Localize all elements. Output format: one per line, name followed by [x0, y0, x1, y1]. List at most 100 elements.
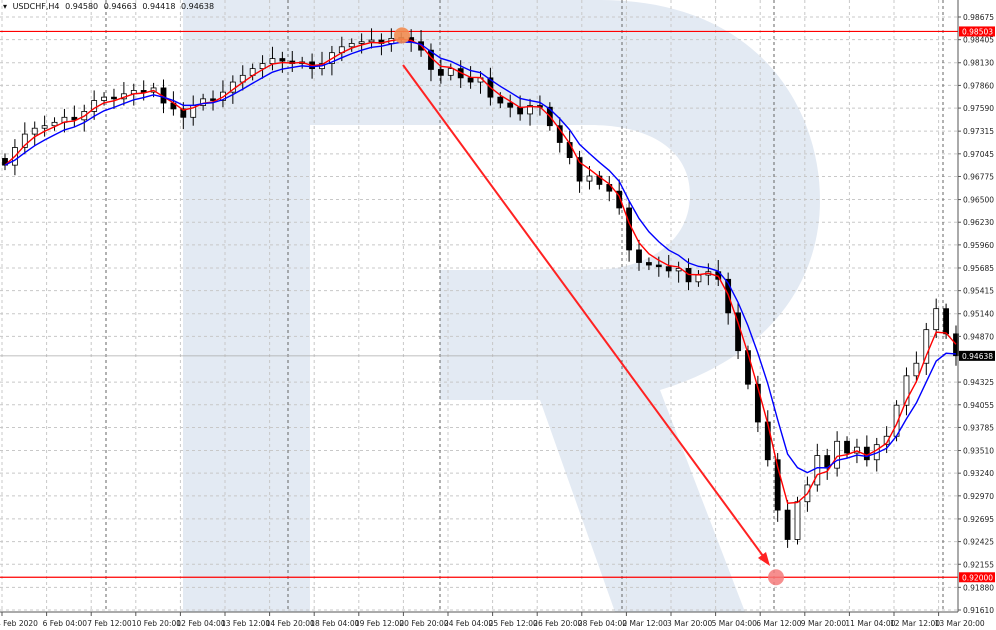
bearish-candle: [636, 249, 642, 263]
y-tick-label: 0.95960: [963, 241, 994, 250]
x-tick-label: 5 Mar 04:00: [712, 619, 758, 628]
bearish-candle: [844, 440, 850, 454]
dropdown-triangle-icon[interactable]: ▾: [3, 2, 8, 11]
y-tick-label: 0.93510: [963, 447, 994, 456]
low-value: 0.94418: [142, 2, 176, 11]
bullish-candle: [91, 100, 98, 112]
bullish-candle: [101, 96, 107, 101]
x-tick-label: 4 Feb 2020: [0, 619, 38, 628]
bullish-candle: [269, 58, 276, 64]
x-tick-label: 10 Feb 20:00: [132, 619, 181, 628]
y-tick-label: 0.92970: [963, 492, 994, 501]
bearish-candle: [655, 264, 662, 268]
bullish-candle: [51, 121, 58, 127]
y-tick-label: 0.96230: [963, 218, 994, 227]
bearish-candle: [111, 96, 117, 100]
bullish-candle: [527, 105, 533, 115]
bearish-candle: [279, 58, 286, 62]
bullish-candle: [834, 440, 841, 469]
bearish-candle: [467, 77, 474, 83]
x-tick-label: 13 Mar 20:00: [935, 619, 985, 628]
bullish-candle: [903, 375, 910, 406]
x-tick-label: 2 Mar 12:00: [622, 619, 668, 628]
bullish-candle: [358, 41, 365, 44]
bullish-candle: [447, 68, 454, 76]
level-price-label: 0.92000: [962, 573, 993, 582]
y-tick-label: 0.91610: [963, 606, 994, 615]
y-tick-label: 0.97590: [963, 104, 994, 113]
trend-arrow-line: [402, 64, 767, 561]
bullish-candle: [31, 127, 38, 135]
bearish-candle: [210, 98, 216, 101]
bearish-candle: [140, 90, 147, 93]
bearish-candle: [180, 108, 187, 118]
current-price-tag: [959, 350, 995, 361]
y-tick-label: 0.93240: [963, 469, 994, 478]
x-tick-label: 6 Feb 04:00: [43, 619, 88, 628]
x-tick-label: 25 Feb 12:00: [489, 619, 538, 628]
bullish-candle: [794, 501, 801, 540]
bearish-candle: [646, 262, 652, 266]
bearish-candle: [507, 102, 514, 108]
bullish-candle: [21, 133, 28, 148]
x-tick-label: 7 Feb 12:00: [87, 619, 132, 628]
y-tick-label: 0.97860: [963, 81, 994, 90]
bullish-candle: [586, 175, 593, 182]
bearish-candle: [626, 207, 632, 251]
bearish-candle: [497, 96, 504, 104]
y-tick-label: 0.98675: [963, 13, 994, 22]
price-axis[interactable]: 0.98675 0.98405 0.98130 0.97860 0.97590 0.973…: [957, 0, 995, 615]
y-tick-label: 0.96500: [963, 196, 994, 205]
close-value: 0.94638: [180, 2, 215, 11]
bearish-candle: [576, 157, 583, 182]
x-tick-label: 24 Feb 04:00: [444, 619, 493, 628]
level-lines: [0, 30, 958, 578]
level-price-tag: [959, 572, 995, 583]
y-tick-label: 0.94325: [963, 378, 994, 387]
y-tick-label: 0.95415: [963, 287, 994, 296]
symbol-label: USDCHF,H4: [12, 2, 60, 11]
bullish-candle: [854, 446, 860, 454]
y-tick-label: 0.95140: [963, 310, 994, 319]
y-tick-label: 0.94055: [963, 401, 994, 410]
chart-grid: [0, 0, 958, 612]
bullish-candle: [200, 98, 207, 106]
x-tick-label: 12 Feb 04:00: [176, 619, 225, 628]
level-price-label: 0.98503: [962, 27, 993, 36]
bearish-candle: [764, 421, 771, 461]
x-tick-label: 3 Mar 20:00: [667, 619, 713, 628]
bearish-candle: [784, 509, 791, 540]
bearish-candle: [616, 190, 623, 209]
bullish-candle: [913, 362, 920, 377]
bullish-candle: [259, 63, 266, 70]
chart-header: ▾ USDCHF,H4 0.94580 0.94663 0.94418 0.94…: [3, 2, 217, 11]
x-tick-label: 28 Feb 04:00: [578, 619, 627, 628]
watermark-logo: [183, 0, 820, 612]
x-tick-label: 13 Feb 12:00: [221, 619, 270, 628]
bullish-candle: [695, 274, 702, 283]
y-tick-label: 0.97315: [963, 127, 994, 136]
x-tick-label: 14 Feb 20:00: [266, 619, 315, 628]
level-price-tag: [959, 26, 995, 37]
bearish-candle: [943, 308, 949, 335]
bearish-candle: [754, 383, 761, 423]
y-tick-label: 0.92425: [963, 538, 994, 547]
y-tick-label: 0.94870: [963, 332, 994, 341]
open-value: 0.94580: [65, 2, 99, 11]
arrow-head-icon: [758, 552, 770, 566]
bearish-candle: [665, 266, 672, 272]
y-tick-label: 0.98130: [963, 59, 994, 68]
bullish-candle: [923, 329, 930, 364]
y-tick-label: 0.97045: [963, 150, 994, 159]
time-axis[interactable]: 4 Feb 2020 6 Feb 04:00 7 Feb 12:00 10 Feb 2…: [0, 611, 985, 628]
bullish-candle: [933, 308, 940, 331]
bullish-candle: [41, 125, 48, 129]
peak-marker: [394, 27, 410, 44]
moving-averages: [4, 38, 957, 504]
bearish-candle: [745, 350, 751, 385]
current-price-label: 0.94638: [962, 352, 993, 361]
bearish-candle: [774, 459, 781, 511]
bullish-candle: [368, 39, 375, 43]
x-tick-label: 12 Mar 12:00: [890, 619, 940, 628]
